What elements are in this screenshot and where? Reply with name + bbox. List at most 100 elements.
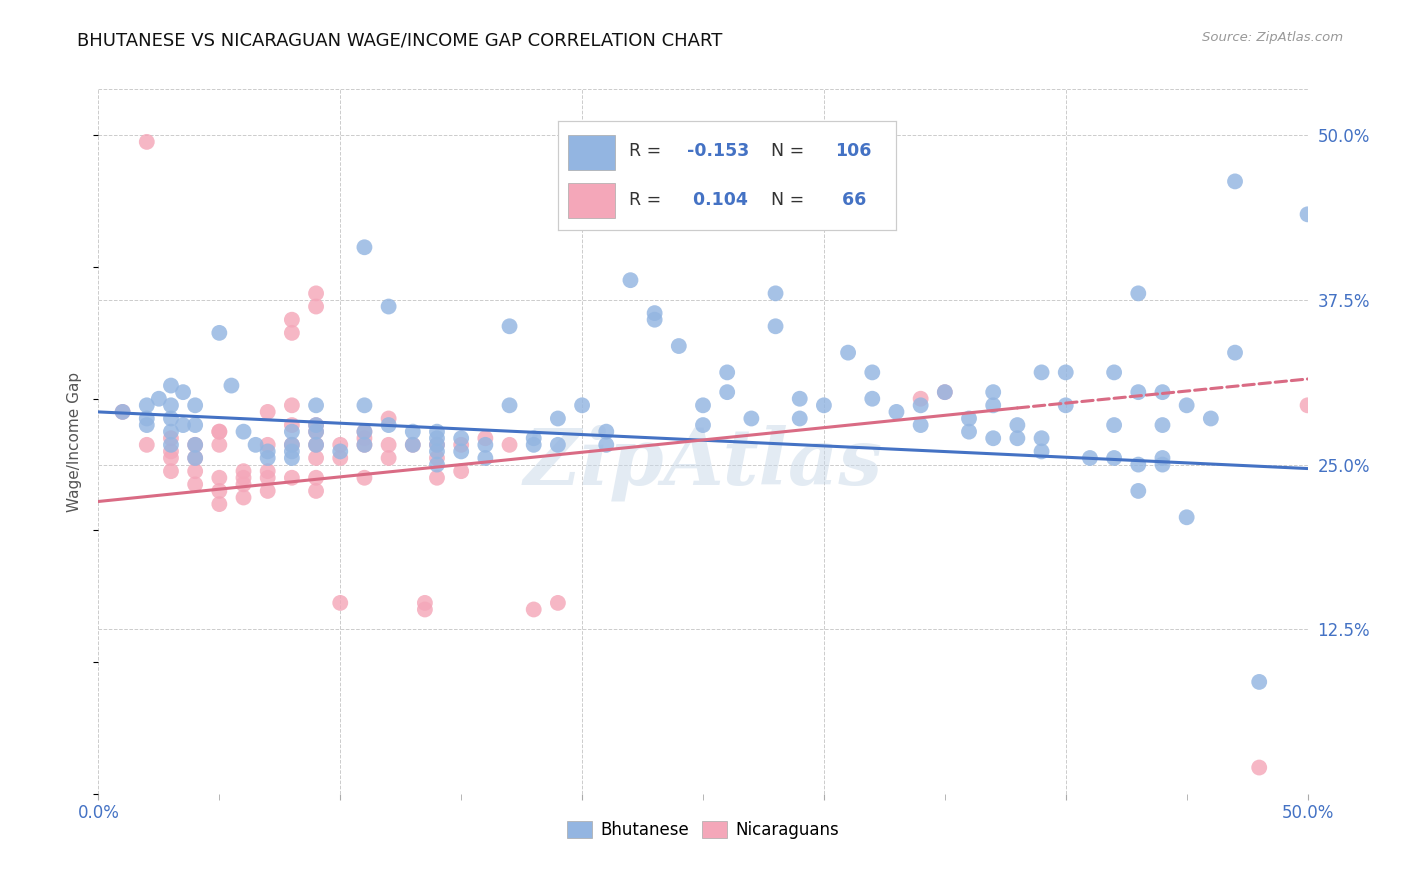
Point [1249,760,1271,774]
Point [305,438,328,452]
Point [765,319,787,334]
Point [1102,418,1125,433]
Point [1128,286,1150,301]
Point [860,392,883,406]
Point [547,411,569,425]
Point [256,450,278,465]
Point [450,444,472,458]
Point [1031,431,1053,445]
Point [353,438,375,452]
Point [184,477,207,491]
Point [450,438,472,452]
Point [910,398,932,412]
Point [547,438,569,452]
Point [329,450,352,465]
Point [692,398,714,412]
Point [305,471,328,485]
Point [160,464,183,478]
Point [498,319,520,334]
Point [172,385,194,400]
Point [1199,411,1222,425]
Point [789,392,811,406]
Point [1007,431,1029,445]
Point [329,444,352,458]
Point [377,438,399,452]
Point [740,411,762,425]
Point [160,450,183,465]
Point [426,444,449,458]
Point [668,339,690,353]
Point [184,450,207,465]
Point [232,477,254,491]
Point [305,398,328,412]
Text: BHUTANESE VS NICARAGUAN WAGE/INCOME GAP CORRELATION CHART: BHUTANESE VS NICARAGUAN WAGE/INCOME GAP … [77,31,723,49]
Point [221,378,243,392]
Point [837,345,859,359]
Point [353,471,375,485]
Point [281,444,304,458]
Point [208,497,231,511]
Point [184,464,207,478]
Point [256,471,278,485]
Point [281,398,304,412]
Point [245,438,267,452]
Point [111,405,134,419]
Point [1249,674,1271,689]
Point [934,385,956,400]
Point [305,425,328,439]
Point [402,438,425,452]
Point [450,431,472,445]
Point [281,326,304,340]
Point [281,425,304,439]
Point [184,418,207,433]
Point [353,398,375,412]
Point [208,326,231,340]
Point [910,392,932,406]
Point [1031,365,1053,379]
Point [644,312,666,326]
Y-axis label: Wage/Income Gap: Wage/Income Gap [67,371,83,512]
Point [281,438,304,452]
Point [135,135,157,149]
Point [305,483,328,498]
Point [1128,483,1150,498]
Point [498,398,520,412]
Point [1102,450,1125,465]
Point [1031,444,1053,458]
Point [377,411,399,425]
Point [135,411,157,425]
Point [474,450,496,465]
Point [135,438,157,452]
Point [571,398,593,412]
Point [1054,365,1077,379]
Point [232,491,254,505]
Point [160,411,183,425]
Point [426,425,449,439]
Point [256,464,278,478]
Point [184,450,207,465]
Point [281,438,304,452]
Point [1152,458,1174,472]
Point [172,418,194,433]
Point [426,431,449,445]
Point [208,471,231,485]
Point [208,483,231,498]
Point [981,385,1004,400]
Point [1223,174,1246,188]
Point [305,418,328,433]
Point [208,425,231,439]
Point [208,425,231,439]
Point [402,438,425,452]
Point [305,425,328,439]
Point [353,425,375,439]
Point [934,385,956,400]
Point [886,405,908,419]
Point [305,300,328,314]
Point [329,438,352,452]
Point [353,240,375,254]
Point [184,438,207,452]
Point [305,286,328,301]
Legend: Bhutanese, Nicaraguans: Bhutanese, Nicaraguans [560,814,846,846]
Point [595,438,617,452]
Point [353,438,375,452]
